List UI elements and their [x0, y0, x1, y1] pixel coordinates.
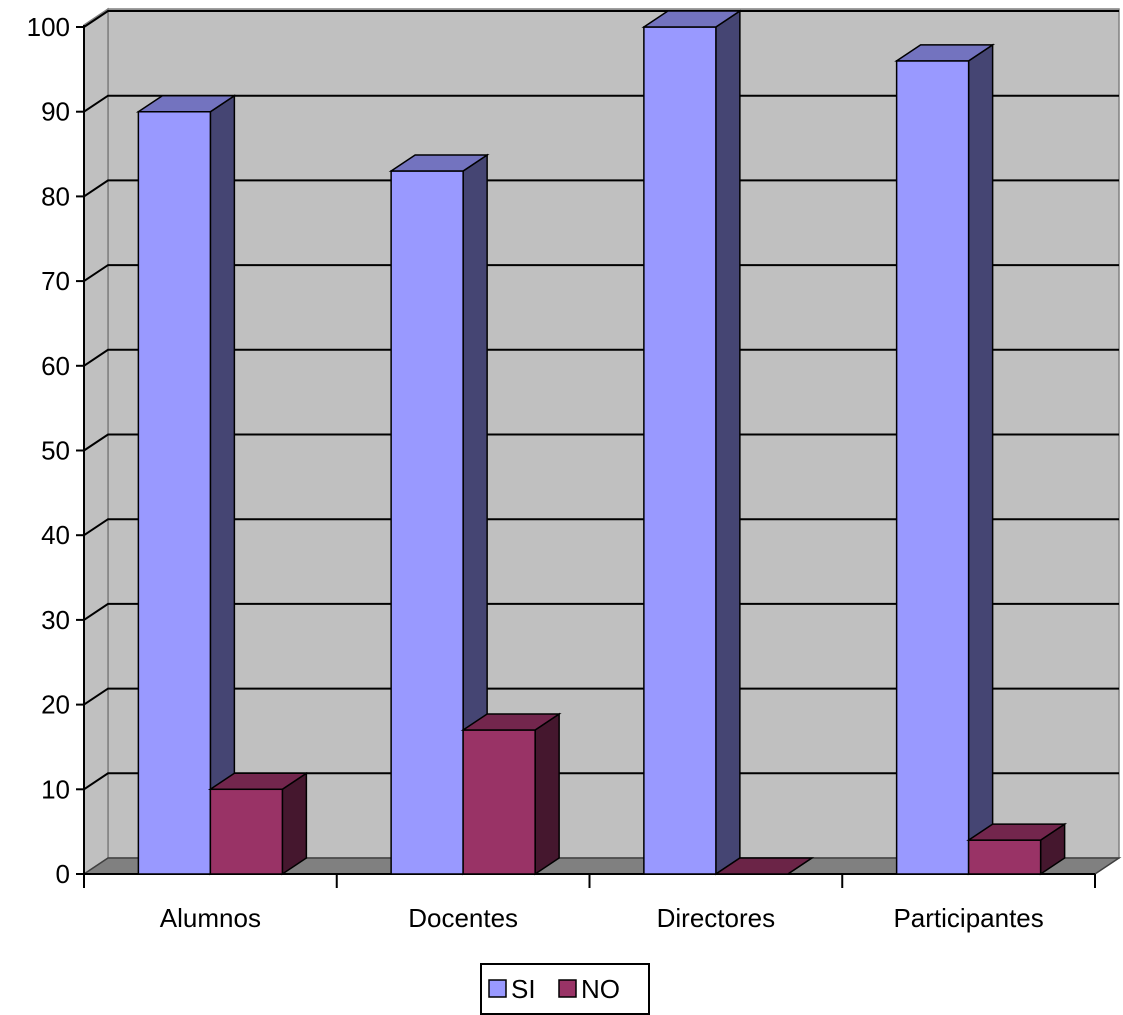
legend-item-no: NO — [558, 974, 620, 1004]
bar-no-participantes — [966, 822, 1068, 876]
bar-si-directores — [641, 9, 743, 876]
y-tick-label: 30 — [41, 605, 70, 635]
y-axis-ticks: 0 10 20 30 40 50 60 70 80 90 100 — [27, 12, 84, 889]
bar-top — [460, 713, 562, 731]
bar-side — [281, 771, 308, 876]
bar-front — [137, 110, 212, 875]
bar-side — [534, 712, 560, 876]
bar-front — [895, 60, 970, 875]
gridline — [83, 10, 1119, 28]
bar-side — [967, 43, 994, 876]
gridline — [83, 433, 1119, 452]
bar-top — [207, 772, 309, 791]
bar-top — [641, 10, 743, 28]
y-tick-label: 100 — [27, 12, 70, 42]
bar-top — [966, 823, 1068, 841]
y-tick-label: 40 — [41, 520, 70, 550]
gridline — [83, 179, 1119, 198]
bar-side — [715, 9, 741, 876]
gridline — [83, 518, 1119, 537]
bar-si-docentes — [388, 153, 490, 876]
legend-swatch — [488, 979, 507, 998]
x-tick-label: Docentes — [408, 903, 518, 933]
bars — [83, 9, 1096, 888]
y-tick-label: 0 — [56, 859, 70, 889]
bar-top — [713, 857, 815, 875]
bar-top — [135, 94, 237, 113]
bar-no-docentes — [460, 712, 562, 876]
gridline — [83, 602, 1119, 621]
legend-swatch — [558, 979, 577, 998]
bar-front — [967, 839, 1042, 875]
gridlines — [83, 10, 1119, 791]
y-tick-label: 50 — [41, 436, 70, 466]
gridline — [83, 348, 1119, 367]
gridline — [83, 687, 1119, 706]
y-tick-label: 90 — [41, 97, 70, 127]
x-tick-label: Alumnos — [160, 903, 261, 933]
legend: SI NO — [480, 963, 650, 1015]
bar-front — [462, 729, 536, 875]
y-tick-label: 60 — [41, 351, 70, 381]
x-tick-label: Participantes — [893, 903, 1043, 933]
bar-no-directores — [713, 857, 815, 875]
legend-label: SI — [511, 974, 536, 1004]
bar-no-alumnos — [207, 771, 309, 876]
bar-top — [388, 154, 490, 172]
y-tick-label: 70 — [41, 266, 70, 296]
legend-label: NO — [581, 974, 620, 1004]
x-tick-label: Directores — [657, 903, 775, 933]
y-tick-label: 80 — [41, 181, 70, 211]
y-tick-label: 20 — [41, 690, 70, 720]
bar-front — [209, 788, 284, 875]
bar-top — [894, 44, 996, 62]
bar-si-participantes — [894, 43, 996, 876]
gridline — [83, 264, 1119, 282]
bar-front — [390, 170, 464, 875]
y-tick-label: 10 — [41, 774, 70, 804]
gridline — [83, 772, 1119, 791]
gridline — [83, 94, 1119, 113]
bar-front — [643, 26, 717, 875]
x-axis-labels: Alumnos Docentes Directores Participantes — [160, 903, 1044, 933]
bar-si-alumnos — [135, 94, 237, 876]
legend-item-si: SI — [488, 974, 536, 1004]
bar-side — [209, 94, 236, 876]
